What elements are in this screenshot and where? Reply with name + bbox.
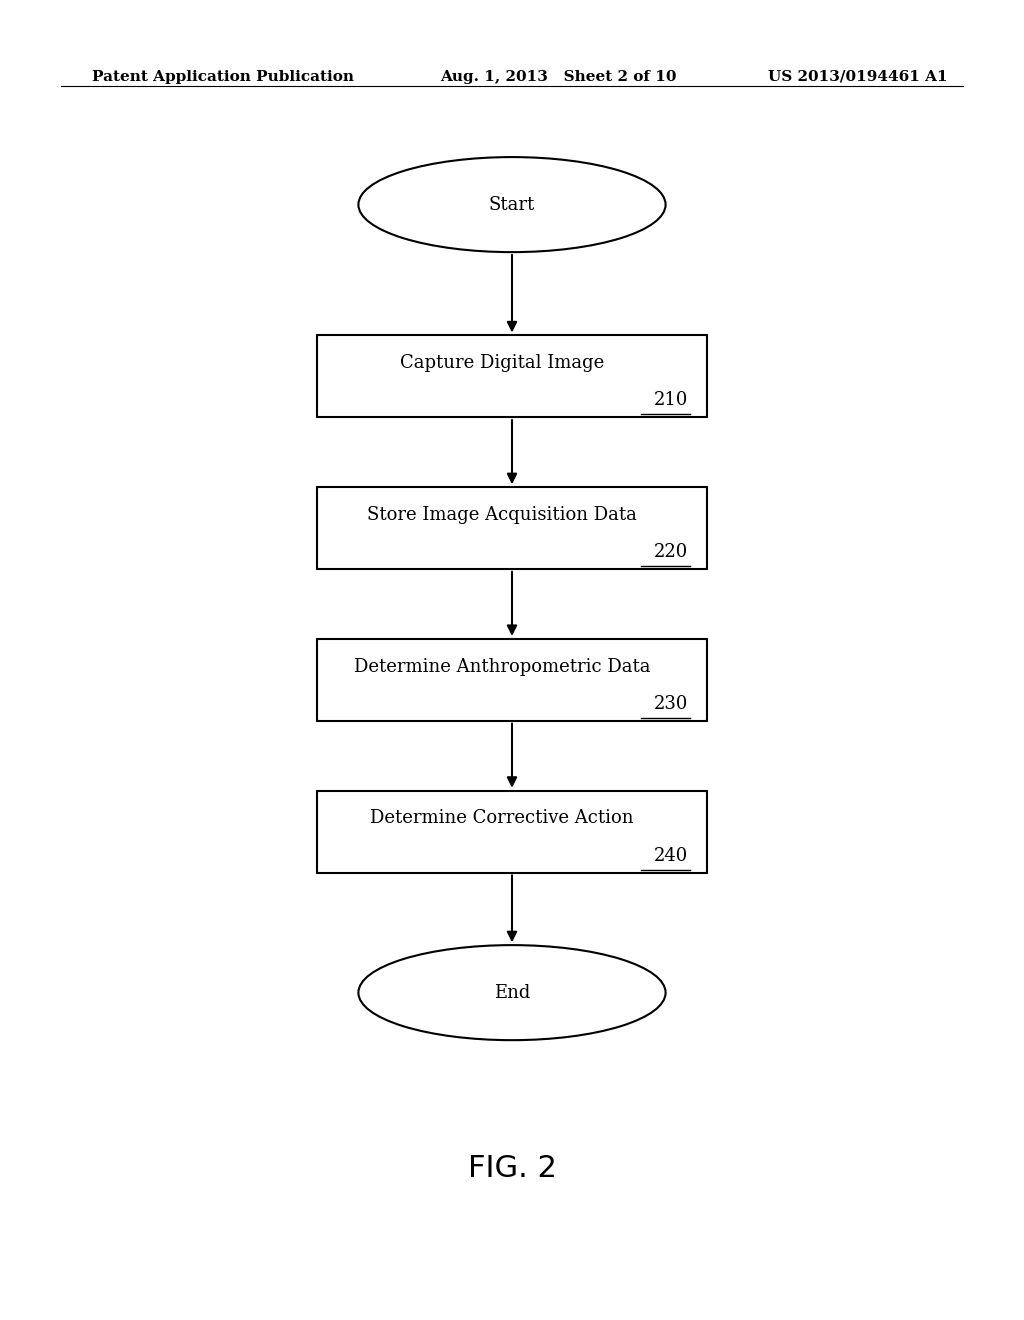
Text: FIG. 2: FIG. 2 [468,1154,556,1183]
Text: End: End [494,983,530,1002]
Text: 230: 230 [653,694,688,713]
Text: Determine Corrective Action: Determine Corrective Action [370,809,634,828]
Text: US 2013/0194461 A1: US 2013/0194461 A1 [768,70,947,84]
Text: Start: Start [488,195,536,214]
Text: Patent Application Publication: Patent Application Publication [92,70,354,84]
Text: 240: 240 [654,846,688,865]
Text: Determine Anthropometric Data: Determine Anthropometric Data [353,657,650,676]
Text: 220: 220 [654,543,688,561]
Text: 210: 210 [653,391,688,409]
Text: Aug. 1, 2013   Sheet 2 of 10: Aug. 1, 2013 Sheet 2 of 10 [440,70,677,84]
Text: Store Image Acquisition Data: Store Image Acquisition Data [367,506,637,524]
Text: Capture Digital Image: Capture Digital Image [399,354,604,372]
